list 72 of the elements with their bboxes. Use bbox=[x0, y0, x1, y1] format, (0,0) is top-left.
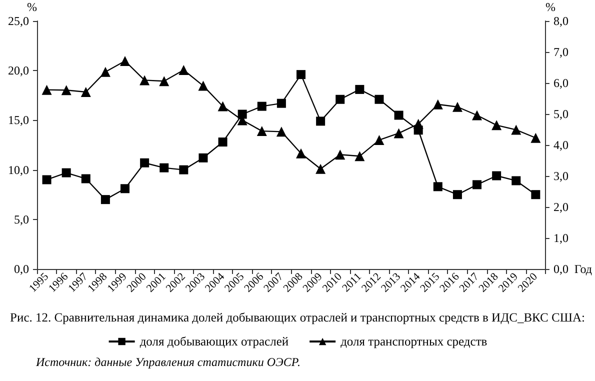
point bbox=[511, 124, 522, 135]
text: Рис. 12. Сравнительная динамика долей добывающих отраслей и транспортных средств в ИДС_ВКС США: bbox=[10, 310, 585, 324]
point bbox=[178, 64, 189, 75]
point bbox=[42, 175, 52, 184]
point bbox=[316, 116, 326, 126]
point bbox=[472, 110, 482, 120]
text: Источник: данные Управления статистики ОЭСР. bbox=[35, 355, 300, 369]
point bbox=[472, 180, 482, 190]
y-tick-label: 10,0 bbox=[8, 162, 29, 177]
point bbox=[296, 70, 306, 80]
point bbox=[531, 190, 540, 200]
point bbox=[140, 158, 150, 168]
y2-tick-label: 3,0 bbox=[553, 169, 568, 183]
point bbox=[276, 98, 286, 108]
point bbox=[238, 110, 247, 119]
y-tick-label: 20,0 bbox=[8, 64, 29, 78]
point bbox=[179, 165, 188, 174]
y2-tick-label: 5,0 bbox=[553, 107, 568, 121]
point bbox=[257, 102, 266, 111]
point bbox=[394, 128, 404, 138]
y2-tick-label: 2,0 bbox=[553, 200, 568, 214]
y2-tick-label: 4,0 bbox=[553, 138, 568, 152]
point bbox=[355, 84, 364, 94]
point bbox=[374, 94, 384, 104]
point bbox=[512, 176, 521, 186]
point bbox=[452, 102, 462, 112]
point bbox=[198, 80, 208, 91]
y2-tick-label: 6,0 bbox=[553, 76, 568, 90]
point bbox=[276, 126, 286, 137]
point bbox=[160, 163, 169, 172]
point bbox=[432, 99, 443, 110]
point bbox=[296, 148, 306, 158]
point bbox=[100, 66, 110, 77]
y-tick-label: 25,0 bbox=[8, 14, 29, 28]
point bbox=[452, 190, 462, 200]
y2-tick-label: 7,0 bbox=[553, 45, 568, 59]
y2-tick-label: 1,0 bbox=[553, 231, 568, 245]
y2-axis-title: % bbox=[545, 0, 556, 14]
legend-label: доля добывающих отраслей bbox=[140, 334, 289, 348]
point bbox=[492, 171, 502, 180]
legend-label: доля транспортных средств bbox=[340, 334, 488, 348]
point bbox=[256, 126, 267, 136]
point bbox=[81, 174, 90, 184]
point bbox=[62, 168, 71, 178]
point bbox=[140, 75, 150, 86]
y-tick-label: 0,0 bbox=[14, 262, 29, 276]
y-tick-label: 15,0 bbox=[8, 113, 29, 128]
point bbox=[413, 118, 424, 129]
point bbox=[218, 138, 228, 147]
point bbox=[336, 94, 345, 104]
point bbox=[120, 56, 130, 66]
point bbox=[100, 195, 110, 204]
y-tick-label: 5,0 bbox=[14, 212, 29, 226]
point bbox=[120, 184, 130, 194]
point bbox=[492, 120, 502, 130]
point bbox=[433, 182, 442, 192]
y2-tick-label: 0,0 bbox=[553, 262, 568, 276]
point bbox=[354, 151, 365, 162]
point bbox=[159, 76, 170, 86]
point bbox=[316, 164, 326, 174]
point bbox=[374, 135, 384, 146]
point bbox=[218, 101, 228, 112]
point bbox=[394, 110, 404, 120]
point bbox=[61, 85, 72, 96]
point bbox=[335, 150, 346, 160]
y-axis-title: % bbox=[27, 0, 37, 14]
point bbox=[80, 86, 91, 97]
x-axis-title: Год bbox=[574, 262, 592, 276]
y2-tick-label: 8,0 bbox=[553, 14, 568, 28]
point bbox=[42, 84, 52, 95]
point bbox=[530, 132, 541, 143]
point bbox=[198, 153, 208, 162]
